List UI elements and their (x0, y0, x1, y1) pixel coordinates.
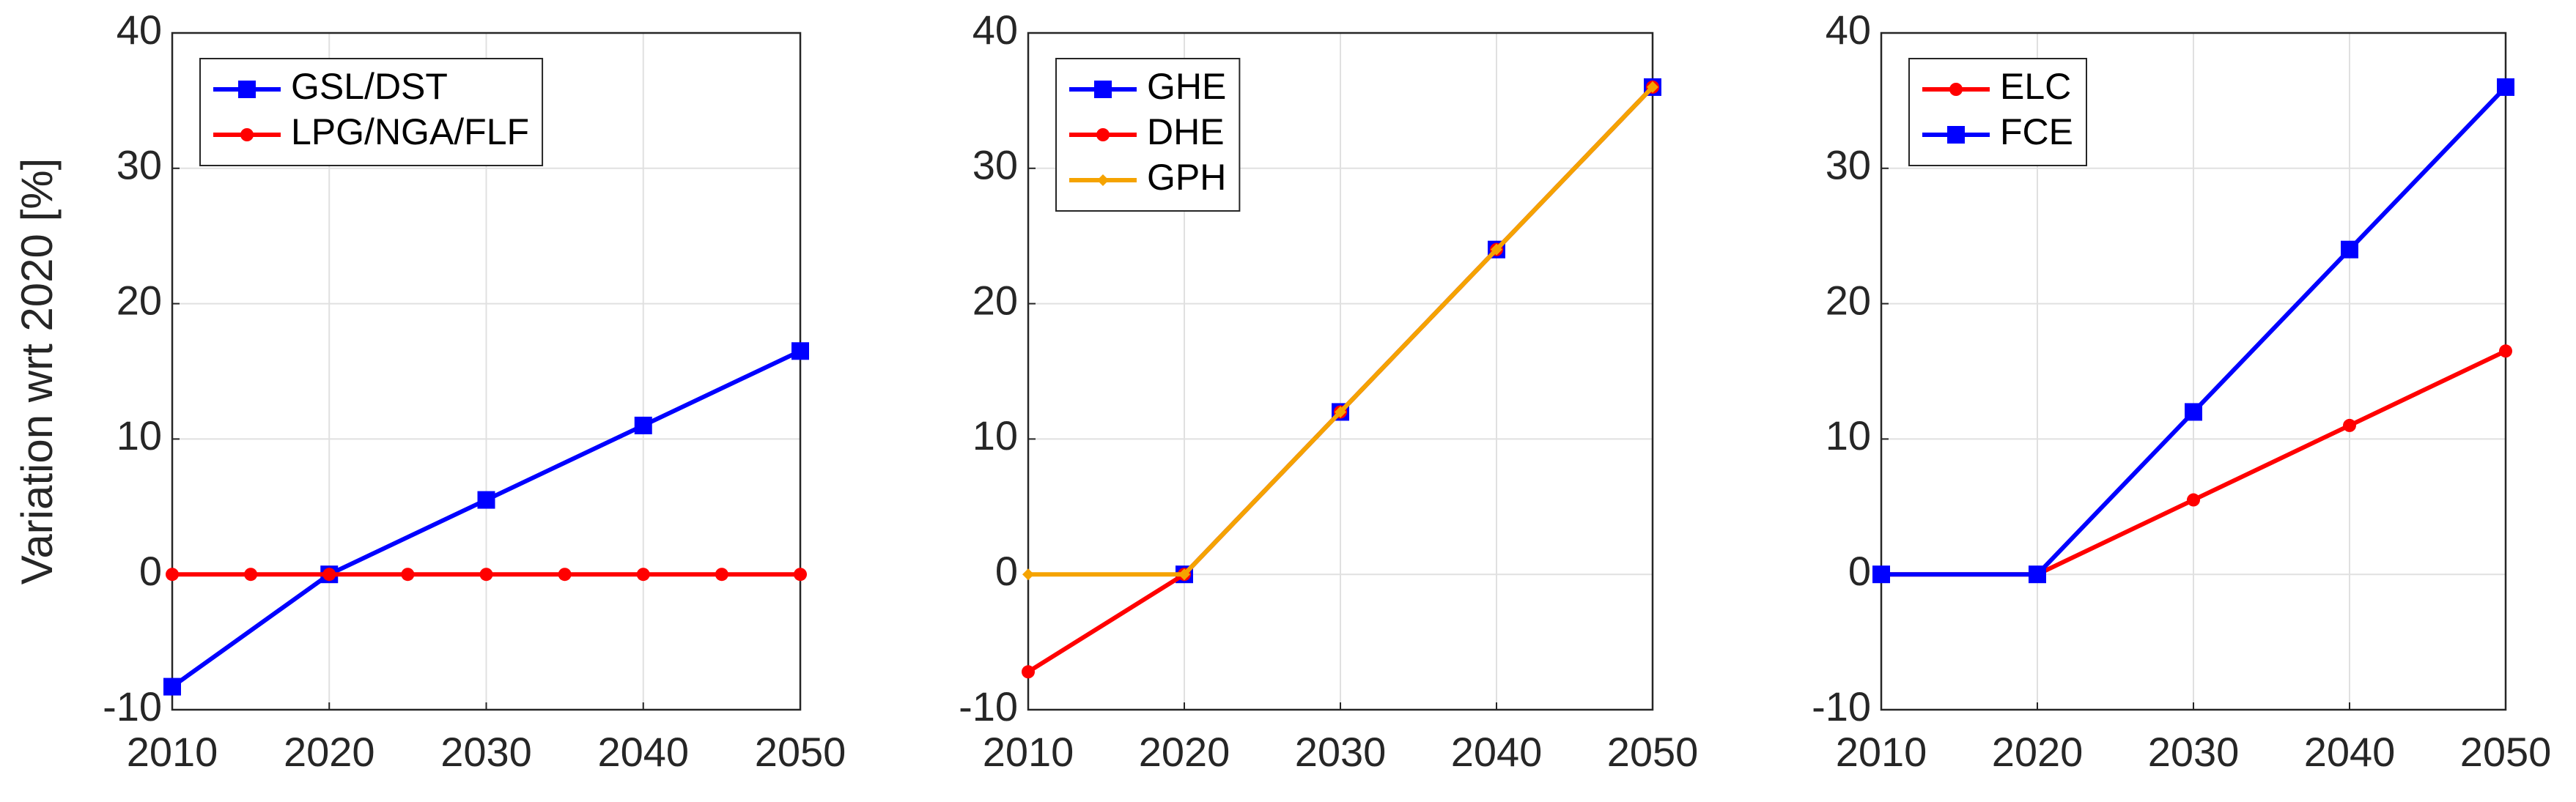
marker (244, 568, 258, 582)
y-tick-label: 30 (117, 142, 162, 188)
y-tick-label: 40 (1826, 7, 1871, 53)
legend-box (199, 58, 544, 166)
marker (791, 342, 809, 360)
marker (1178, 568, 1190, 581)
y-tick-label: 20 (973, 277, 1018, 323)
marker (322, 568, 336, 582)
legend-label: LPG/NGA/FLF (291, 111, 529, 152)
axes-box (171, 31, 802, 711)
marker (2497, 78, 2514, 96)
x-tick-label: 2040 (597, 729, 689, 775)
marker (2185, 403, 2202, 421)
marker (558, 568, 572, 582)
marker (1947, 126, 1965, 144)
marker (715, 568, 728, 582)
x-tick-label: 2050 (755, 729, 846, 775)
marker (240, 128, 254, 141)
y-tick-label: 20 (117, 277, 162, 323)
x-tick-label: 2020 (284, 729, 375, 775)
y-tick-label: 30 (973, 142, 1018, 188)
legend-label: GPH (1147, 157, 1226, 198)
x-tick-label: 2040 (1451, 729, 1543, 775)
y-axis-label: Variation wrt 2020 [%] (12, 158, 62, 585)
x-tick-label: 2020 (1992, 729, 2084, 775)
y-tick-label: 0 (139, 548, 162, 594)
marker (238, 81, 256, 98)
legend-label: ELC (2000, 66, 2071, 107)
x-tick-label: 2030 (2148, 729, 2240, 775)
x-tick-label: 2050 (1607, 729, 1699, 775)
axes-box (1880, 31, 2507, 711)
marker (1872, 565, 1890, 584)
y-tick-label: 10 (1826, 412, 1871, 458)
x-tick-label: 2040 (2304, 729, 2396, 775)
marker (1097, 174, 1109, 186)
marker (1647, 81, 1658, 93)
y-tick-label: 30 (1826, 142, 1871, 188)
x-tick-label: 2010 (983, 729, 1074, 775)
marker (401, 568, 415, 582)
marker (1094, 81, 1112, 98)
legend-label: FCE (2000, 111, 2073, 152)
legend-label: DHE (1147, 111, 1225, 152)
legend-box (1908, 58, 2087, 166)
marker (1949, 83, 1963, 96)
marker (166, 568, 179, 582)
x-tick-label: 2030 (1295, 729, 1387, 775)
marker (1335, 406, 1346, 418)
axes-box (1027, 31, 1654, 711)
y-tick-label: -10 (103, 683, 162, 729)
marker (794, 568, 807, 582)
marker (1491, 243, 1502, 256)
y-tick-label: -10 (1812, 683, 1871, 729)
marker (1022, 665, 1035, 679)
x-tick-label: 2050 (2460, 729, 2552, 775)
legend-label: GSL/DST (291, 66, 448, 107)
legend-label: GHE (1147, 66, 1226, 107)
marker (2499, 344, 2512, 358)
marker (479, 568, 493, 582)
y-tick-label: 0 (1848, 548, 1871, 594)
y-tick-label: 40 (117, 7, 162, 53)
x-tick-label: 2020 (1139, 729, 1230, 775)
marker (1096, 128, 1110, 141)
marker (2187, 493, 2200, 507)
y-tick-label: 20 (1826, 277, 1871, 323)
x-tick-label: 2030 (440, 729, 532, 775)
x-tick-label: 2010 (1836, 729, 1927, 775)
y-tick-label: 0 (995, 548, 1018, 594)
marker (477, 491, 495, 509)
marker (1022, 568, 1034, 581)
marker (2341, 240, 2358, 259)
y-tick-label: 10 (973, 412, 1018, 458)
marker (634, 416, 652, 434)
marker (2029, 565, 2046, 584)
y-tick-label: 10 (117, 412, 162, 458)
marker (636, 568, 650, 582)
marker (2343, 418, 2356, 432)
y-tick-label: 40 (973, 7, 1018, 53)
y-tick-label: -10 (959, 683, 1018, 729)
marker (163, 677, 181, 696)
x-tick-label: 2010 (127, 729, 218, 775)
